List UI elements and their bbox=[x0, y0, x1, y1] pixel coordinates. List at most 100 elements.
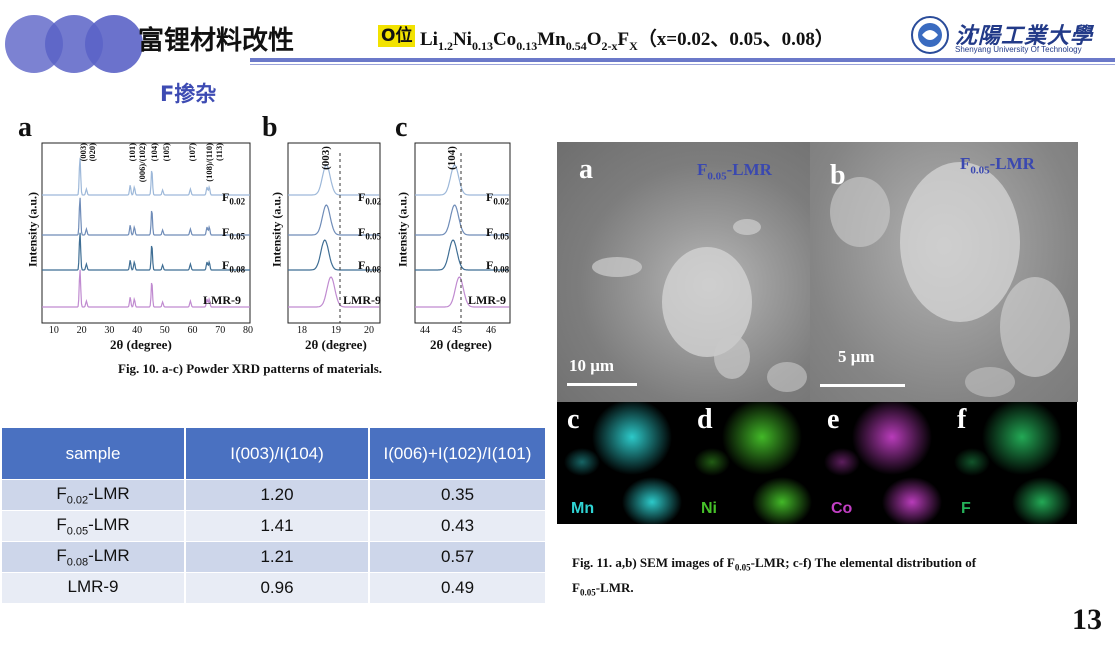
xrd-c-series-label: F0.05 bbox=[486, 225, 510, 242]
edx-letter-e: e bbox=[827, 404, 840, 435]
xrd-a-series-line bbox=[42, 197, 250, 236]
university-logo-text: 沈陽工業大學 bbox=[955, 23, 1094, 49]
xrd-a-tick-label: 10 bbox=[48, 325, 59, 336]
xrd-a-series-label: F0.02 bbox=[222, 190, 246, 207]
xrd-a-xlabel: 2θ (degree) bbox=[110, 337, 172, 352]
xrd-a-ylabel: Intensity (a.u.) bbox=[25, 192, 40, 268]
xrd-a-peak-label: (101) bbox=[127, 143, 137, 162]
xrd-a-series-label: F0.08 bbox=[222, 258, 246, 275]
xrd-c-xlabel: 2θ (degree) bbox=[430, 337, 492, 352]
edx-letter-c: c bbox=[567, 404, 580, 435]
xrd-b-tick-label: 19 bbox=[331, 325, 341, 336]
xrd-b-series-label: LMR-9 bbox=[343, 293, 381, 307]
sem-caption: Fig. 11. a,b) SEM images of F0.05-LMR; c… bbox=[572, 555, 977, 598]
table-header-sample: sample bbox=[2, 428, 186, 480]
xrd-a-tick-label: 40 bbox=[132, 325, 143, 336]
xrd-c-frame bbox=[414, 142, 511, 324]
table-header-ratio2: I(006)+I(102)/I(101) bbox=[369, 428, 547, 480]
university-logo-subtext: Shenyang University Of Technology bbox=[955, 45, 1082, 54]
xrd-b-ylabel: Intensity (a.u.) bbox=[269, 192, 284, 268]
ratio-table: sample I(003)/I(104) I(006)+I(102)/I(101… bbox=[2, 428, 547, 603]
xrd-b-series-label: F0.08 bbox=[358, 258, 382, 275]
xrd-c-ylabel: Intensity (a.u.) bbox=[395, 192, 410, 268]
edx-letter-f: f bbox=[957, 404, 967, 435]
edx-element-mn: Mn bbox=[571, 500, 595, 517]
xrd-a-peak-label: (105) bbox=[161, 143, 171, 162]
page-title: 富锂材料改性 bbox=[138, 26, 295, 56]
sem-b-letter: b bbox=[830, 160, 846, 191]
edx-element-ni: Ni bbox=[701, 500, 717, 517]
table-cell-sample: F0.02-LMR bbox=[2, 479, 186, 511]
sem-image-a: a F0.05-LMR 10 μm bbox=[557, 142, 810, 402]
table-cell-ratio1: 0.96 bbox=[185, 572, 370, 603]
xrd-c-series-line bbox=[415, 204, 510, 236]
table-cell-ratio2: 0.49 bbox=[369, 572, 547, 603]
xrd-b-frame bbox=[287, 142, 381, 324]
xrd-a-peak-label: (113) bbox=[214, 143, 224, 161]
xrd-a-series-label: LMR-9 bbox=[203, 293, 241, 307]
xrd-b-peak-label: (003) bbox=[319, 146, 332, 170]
site-badge: O位 bbox=[378, 25, 416, 47]
xrd-b-series-line bbox=[288, 239, 380, 271]
university-logo-icon bbox=[911, 16, 949, 54]
xrd-c-series-label: F0.02 bbox=[486, 190, 510, 207]
table-header-ratio1: I(003)/I(104) bbox=[185, 428, 370, 480]
xrd-a-peak-label: (107) bbox=[187, 143, 197, 162]
xrd-a-series-line bbox=[42, 269, 250, 308]
xrd-a-frame bbox=[41, 142, 251, 324]
xrd-c-series-label: F0.08 bbox=[486, 258, 510, 275]
table-cell-sample: F0.05-LMR bbox=[2, 510, 186, 542]
table-header-row: sample I(003)/I(104) I(006)+I(102)/I(101… bbox=[2, 428, 547, 480]
header-rule bbox=[250, 58, 1115, 62]
xrd-b-xlabel: 2θ (degree) bbox=[305, 337, 367, 352]
xrd-panel-a-letter: a bbox=[18, 112, 32, 143]
edx-element-co: Co bbox=[831, 500, 853, 517]
sem-image-b: b F0.05-LMR 5 μm bbox=[810, 142, 1078, 402]
sem-b-particles bbox=[830, 162, 1070, 397]
xrd-c-series-line bbox=[415, 239, 510, 271]
sem-a-scale-label: 10 μm bbox=[569, 356, 615, 375]
sem-a-label: F0.05-LMR bbox=[697, 160, 772, 183]
xrd-a-peak-label: (104) bbox=[149, 143, 159, 162]
edx-letter-d: d bbox=[697, 404, 713, 435]
xrd-a-peak-label: (006)/(102) bbox=[137, 143, 147, 183]
table-cell-ratio1: 1.41 bbox=[185, 510, 370, 542]
header-circle-3 bbox=[85, 15, 143, 73]
xrd-b-tick-label: 20 bbox=[364, 325, 374, 336]
xrd-figure bbox=[41, 142, 511, 324]
table-cell-ratio1: 1.21 bbox=[185, 541, 370, 573]
table-row: LMR-9 0.96 0.49 bbox=[2, 572, 547, 603]
xrd-a-series-line bbox=[42, 157, 250, 196]
sem-a-scale-bar bbox=[567, 383, 637, 386]
table-row: F0.02-LMR 1.20 0.35 bbox=[2, 479, 547, 511]
chemical-formula: Li1.2Ni0.13Co0.13Mn0.54O2-xFX（x=0.02、0.0… bbox=[420, 29, 834, 53]
sem-b-scale-label: 5 μm bbox=[838, 347, 875, 366]
table-cell-ratio2: 0.57 bbox=[369, 541, 547, 573]
sem-a-letter: a bbox=[579, 154, 593, 185]
edx-map-co: e Co bbox=[817, 402, 947, 524]
xrd-a-tick-label: 20 bbox=[76, 325, 87, 336]
table-cell-sample: LMR-9 bbox=[2, 572, 186, 603]
xrd-c-series-label: LMR-9 bbox=[468, 293, 506, 307]
table-cell-sample: F0.08-LMR bbox=[2, 541, 186, 573]
xrd-panel-c-letter: c bbox=[395, 112, 408, 143]
section-subtitle: F掺杂 bbox=[160, 82, 217, 106]
xrd-caption: Fig. 10. a-c) Powder XRD patterns of mat… bbox=[118, 361, 383, 376]
table-row: F0.08-LMR 1.21 0.57 bbox=[2, 541, 547, 573]
sem-b-scale-bar bbox=[820, 384, 905, 387]
table-row: F0.05-LMR 1.41 0.43 bbox=[2, 510, 547, 542]
xrd-a-tick-label: 50 bbox=[159, 325, 170, 336]
xrd-b-tick-label: 18 bbox=[297, 325, 307, 336]
xrd-b-series-line bbox=[288, 204, 380, 236]
xrd-c-tick-label: 45 bbox=[452, 325, 462, 336]
edx-element-f: F bbox=[961, 500, 971, 517]
xrd-c-tick-label: 46 bbox=[486, 325, 496, 336]
xrd-panel-b-letter: b bbox=[262, 112, 278, 143]
xrd-b-series-line bbox=[288, 276, 380, 308]
xrd-a-series-line bbox=[42, 232, 250, 271]
xrd-b-series-line bbox=[288, 164, 380, 196]
xrd-a-peak-label: (020) bbox=[87, 143, 97, 162]
table-cell-ratio2: 0.35 bbox=[369, 479, 547, 511]
xrd-c-peak-label: (104) bbox=[445, 146, 458, 170]
